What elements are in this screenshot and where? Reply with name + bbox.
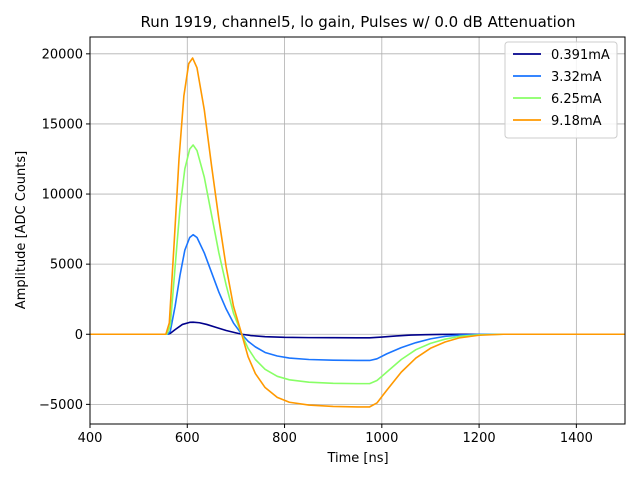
x-tick-label: 400 — [78, 431, 103, 446]
legend: 0.391mA 3.32mA 6.25mA 9.18mA — [504, 41, 618, 139]
legend-label-2: 6.25mA — [551, 92, 602, 107]
y-axis: −5000 0 5000 10000 15000 20000 — [39, 47, 90, 413]
chart-title: Run 1919, channel5, lo gain, Pulses w/ 0… — [140, 13, 575, 31]
series-line-3 — [90, 57, 625, 408]
x-tick-label: 1000 — [365, 431, 398, 446]
series-line-2 — [90, 144, 625, 385]
legend-label-1: 3.32mA — [551, 70, 602, 85]
series-line-1 — [90, 233, 625, 362]
y-tick-label: 10000 — [42, 188, 83, 203]
x-tick-label: 1400 — [560, 431, 593, 446]
legend-box — [504, 41, 618, 139]
legend-label-0: 0.391mA — [551, 48, 610, 63]
x-tick-label: 600 — [175, 431, 200, 446]
y-axis-label: Amplitude [ADC Counts] — [14, 151, 29, 309]
y-tick-label: 0 — [75, 328, 83, 343]
x-axis-label: Time [ns] — [326, 451, 388, 466]
series-line-0 — [90, 321, 625, 339]
legend-label-3: 9.18mA — [551, 114, 602, 129]
y-tick-label: 20000 — [42, 47, 83, 62]
y-tick-label: −5000 — [39, 398, 83, 413]
y-tick-label: 15000 — [42, 117, 83, 132]
series-layer — [90, 57, 625, 408]
x-axis: 400 600 800 1000 1200 1400 — [78, 424, 593, 446]
plot-frame — [89, 36, 626, 425]
y-tick-label: 5000 — [50, 258, 83, 273]
x-tick-label: 800 — [272, 431, 297, 446]
x-tick-label: 1200 — [463, 431, 496, 446]
